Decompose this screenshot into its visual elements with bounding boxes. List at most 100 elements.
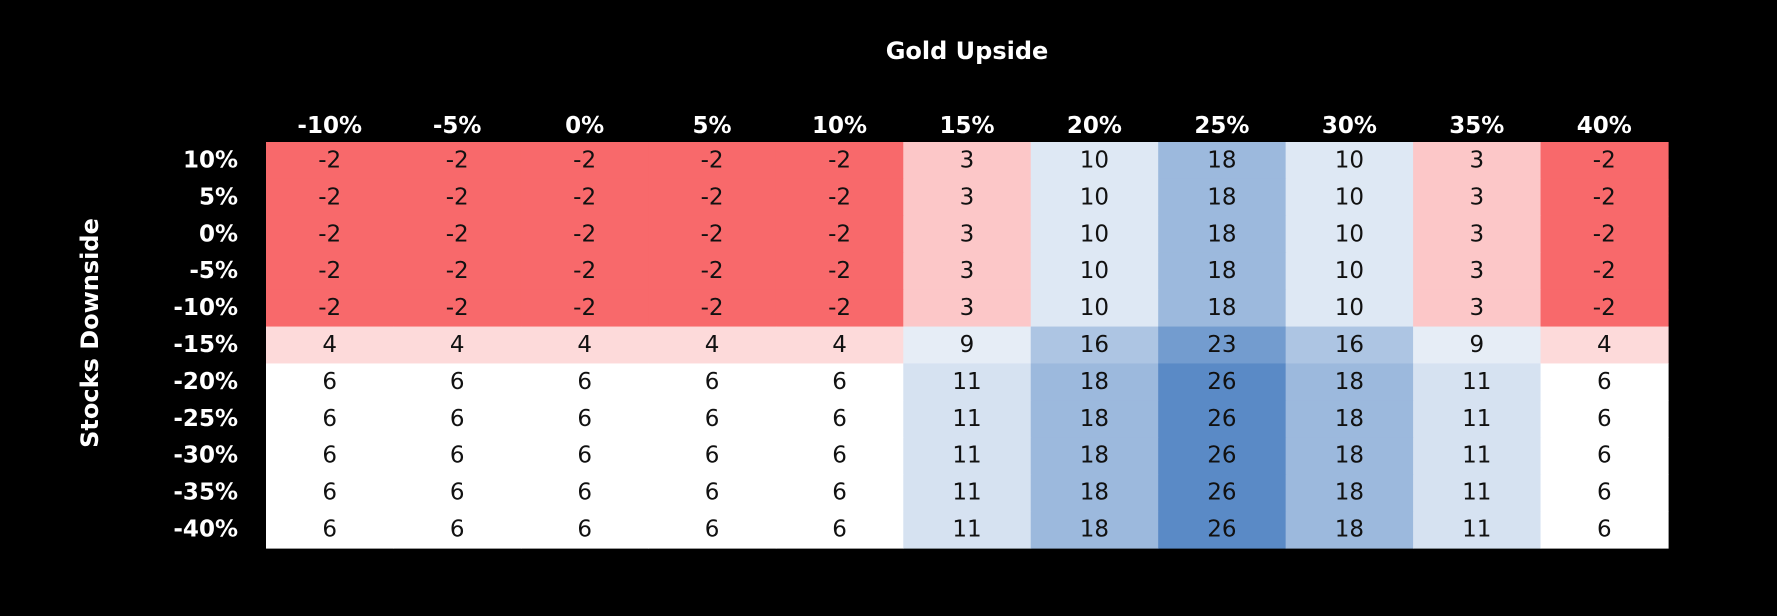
heatmap-cell	[1540, 142, 1669, 180]
heatmap-cell-label: 6	[577, 480, 592, 506]
heatmap-cell	[1540, 437, 1669, 475]
heatmap-cell	[775, 400, 904, 438]
heatmap-cell	[775, 474, 904, 512]
heatmap-cell	[520, 289, 649, 328]
heatmap-cell-label: 6	[832, 480, 847, 506]
heatmap-cell	[520, 252, 649, 291]
heatmap-cell	[1285, 178, 1414, 217]
heatmap-cell	[648, 215, 777, 254]
heatmap-cell-label: 18	[1335, 517, 1364, 543]
heatmap-cell	[1285, 363, 1414, 401]
heatmap-cell-label: 4	[705, 332, 720, 358]
heatmap-cell	[648, 363, 777, 401]
heatmap-cell-label: 10	[1335, 258, 1364, 284]
heatmap-cell-label: -2	[828, 147, 851, 173]
heatmap-cell-label: 6	[705, 406, 720, 432]
heatmap-cell-label: 6	[1597, 517, 1612, 543]
heatmap-cell	[1158, 511, 1287, 549]
heatmap-cell-label: 10	[1335, 221, 1364, 247]
heatmap-cell-label: 18	[1335, 406, 1364, 432]
heatmap-cell-label: 6	[322, 517, 337, 543]
heatmap-cell-label: 26	[1207, 406, 1236, 432]
heatmap-cell-label: 11	[1462, 369, 1491, 395]
heatmap-cell-label: 18	[1080, 517, 1109, 543]
heatmap-cell-label: 16	[1080, 332, 1109, 358]
row-tick-label: -15%	[173, 332, 238, 358]
heatmap-cell	[903, 437, 1032, 475]
heatmap-cell-label: 4	[577, 332, 592, 358]
column-tick-label: -5%	[433, 113, 482, 139]
column-tick-label: 20%	[1067, 113, 1122, 139]
heatmap-cell-label: 18	[1207, 295, 1236, 321]
heatmap-cell-label: 9	[960, 332, 975, 358]
heatmap-cell	[393, 400, 522, 438]
heatmap-cell-label: 3	[960, 184, 975, 210]
heatmap-cell-labels: -2 -2 -2 -2 -2 3 10 18 10 3 -2 -2 -2 -2 -2 -2 3 10 18 10 3 -2…	[318, 147, 1615, 542]
heatmap-cell	[775, 326, 904, 365]
heatmap-cell-label: 3	[960, 258, 975, 284]
heatmap-cell	[520, 363, 649, 401]
heatmap-cell	[520, 215, 649, 254]
heatmap-cell	[266, 326, 395, 365]
heatmap-cell	[1540, 252, 1669, 291]
heatmap-cell	[266, 252, 395, 291]
column-tick-label: 10%	[812, 113, 867, 139]
heatmap-cell-label: 10	[1080, 184, 1109, 210]
heatmap-cell-label: 11	[1462, 517, 1491, 543]
heatmap-cell-label: 18	[1207, 184, 1236, 210]
heatmap-cell	[648, 142, 777, 180]
heatmap-cell	[1158, 142, 1287, 180]
heatmap-cell-label: 23	[1207, 332, 1236, 358]
heatmap-cell-label: 3	[1469, 258, 1484, 284]
heatmap-cell-label: -2	[318, 258, 341, 284]
heatmap-cell	[775, 178, 904, 217]
heatmap-cell-label: 6	[322, 480, 337, 506]
heatmap-cell	[1413, 326, 1542, 365]
heatmap-cell-label: 6	[450, 443, 465, 469]
heatmap-cell	[1030, 178, 1159, 217]
heatmap-cell	[903, 178, 1032, 217]
heatmap-cell	[1030, 474, 1159, 512]
heatmap-cell	[266, 400, 395, 438]
y-axis-title: Stocks Downside	[76, 218, 104, 448]
heatmap-cell	[1158, 289, 1287, 328]
row-tick-label: -20%	[173, 369, 238, 395]
heatmap-cell-label: 6	[577, 369, 592, 395]
heatmap-cell	[1413, 289, 1542, 328]
heatmap-cell-label: 6	[450, 517, 465, 543]
heatmap-cell	[393, 437, 522, 475]
heatmap-cell-label: 11	[952, 517, 981, 543]
heatmap-cell-label: -2	[446, 221, 469, 247]
heatmap-cell-label: 11	[1462, 443, 1491, 469]
heatmap-cell	[393, 178, 522, 217]
heatmap-cell-label: -2	[1593, 147, 1616, 173]
heatmap-cell	[520, 474, 649, 512]
heatmap-cell	[1285, 289, 1414, 328]
heatmap-cell-label: -2	[318, 295, 341, 321]
heatmap-cell-label: 11	[1462, 480, 1491, 506]
heatmap-cell	[1540, 215, 1669, 254]
heatmap-cell-label: -2	[1593, 221, 1616, 247]
heatmap-cell	[1285, 474, 1414, 512]
heatmap-cell	[1540, 178, 1669, 217]
heatmap-cell	[1413, 474, 1542, 512]
row-tick-label: -25%	[173, 406, 238, 432]
heatmap-cell-label: 11	[952, 443, 981, 469]
heatmap-cell	[1158, 178, 1287, 217]
heatmap-cell-label: 3	[960, 221, 975, 247]
heatmap-cell	[1158, 215, 1287, 254]
heatmap-cell	[775, 437, 904, 475]
heatmap-cell	[266, 437, 395, 475]
heatmap-cell	[1030, 400, 1159, 438]
heatmap-cell-label: 6	[705, 369, 720, 395]
heatmap-cell-label: 4	[1597, 332, 1612, 358]
column-tick-label: 30%	[1322, 113, 1377, 139]
heatmap-cell	[1030, 215, 1159, 254]
heatmap-cell	[775, 511, 904, 549]
heatmap-cell	[520, 511, 649, 549]
heatmap-cell-label: 10	[1080, 147, 1109, 173]
heatmap-cell-label: 6	[450, 369, 465, 395]
row-tick-labels: 10% 5% 0% -5% -10% -15% -20% -25% -30% -35% -40%	[173, 147, 238, 542]
heatmap-cell	[1413, 178, 1542, 217]
